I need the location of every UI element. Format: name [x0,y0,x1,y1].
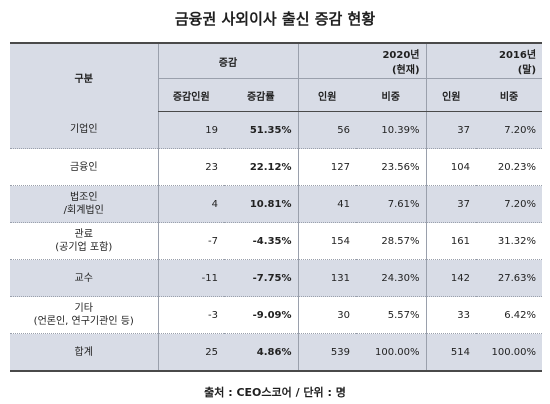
count-2020-cell: 154 [297,222,356,260]
row-label: 기업인 [10,111,158,149]
header-2016: 2016년 (말) [425,42,543,79]
directors-table: 구분 증감 2020년 (현재) 2016년 (말) 증감인원 증감률 인원 비… [10,42,543,372]
count-2020-cell: 127 [297,148,356,186]
header-2016-year: 2016년 [498,50,537,61]
share-2016-cell: 6.42% [504,309,537,321]
change-count-cell: -11 [157,259,224,297]
table-row: 관료 (공기업 포함) -7 -4.35% 154 28.57% 161 31.3… [10,222,543,260]
table-row: 법조인/회계법인 4 10.81% 41 7.61% 37 7.20% [10,185,543,223]
share-2016-cell: 27.63% [476,259,543,297]
change-rate-cell: -7.75% [224,259,298,297]
count-2020-cell: 539 [297,333,356,371]
table-title: 금융권 사외이사 출신 증감 현황 [174,10,376,28]
change-rate-cell: 4.86% [224,333,298,371]
row-label: 기타 (언론인, 연구기관인 등) [10,297,158,334]
header-count-2016: 인원 [425,78,477,112]
count-2020-cell: 41 [297,185,356,223]
change-rate-cell: 22.12% [249,161,292,173]
count-2020-cell: 30 [297,296,356,334]
share-2020-cell: 7.61% [356,185,427,223]
share-2016-cell: 7.20% [476,111,543,149]
row-label: 법조인/회계법인 [10,185,158,223]
row-label-sub: (언론인, 연구기관인 등) [33,316,134,327]
row-label-main: 금융인 [69,161,98,173]
header-share-2016: 비중 [476,78,543,112]
count-2016-cell: 37 [425,111,477,149]
share-2016-cell: 20.23% [497,161,537,173]
share-2020-cell: 100.00% [356,333,427,371]
row-label-sub: (공기업 포함) [55,242,113,253]
count-2020-cell: 56 [297,111,356,149]
row-label: 교수 [10,259,158,297]
header-2020: 2020년 (현재) [297,42,427,79]
header-2020-year: 2020년 [382,50,420,61]
share-2016-cell: 7.20% [476,185,543,223]
header-count-2020: 인원 [297,78,356,112]
source-note: 출처 : CEO스코어 / 단위 : 명 [204,386,346,399]
share-2016-cell: 31.32% [497,235,537,247]
table-row: 기타 (언론인, 연구기관인 등) -3 -9.09% 30 5.57% 33 6… [10,296,543,334]
share-2020-cell: 24.30% [356,259,427,297]
row-label-main: 기업인 [69,124,98,136]
change-rate-cell: -4.35% [252,235,292,247]
header-change-count: 증감인원 [157,78,224,112]
count-2016-cell: 33 [425,296,477,334]
total-row: 합계 25 4.86% 539 100.00% 514 100.00% [10,333,543,371]
change-count-cell: 4 [157,185,224,223]
share-2020-cell: 23.56% [381,161,420,173]
row-label-main: 교수 [74,272,93,284]
count-2016-cell: 37 [425,185,477,223]
row-label: 금융인 [10,149,158,186]
table-row: 교수 -11 -7.75% 131 24.30% 142 27.63% [10,259,543,297]
change-count-cell: -3 [157,296,224,334]
header-category: 구분 [10,42,158,112]
share-2020-cell: 28.57% [381,235,420,247]
header-change-group: 증감 [157,42,298,79]
share-2020-cell: 10.39% [356,111,427,149]
row-label-sub: /회계법인 [63,205,104,216]
row-label-main: 합계 [74,346,93,358]
change-rate-cell: 51.35% [224,111,298,149]
row-label: 관료 (공기업 포함) [10,223,158,260]
change-count-cell: 19 [157,111,224,149]
header-change-rate: 증감률 [224,78,298,112]
header-2016-note: (말) [517,65,537,76]
header-2020-note: (현재) [391,65,420,76]
change-count-cell: 25 [157,333,224,371]
count-2016-cell: 161 [425,222,477,260]
change-count-cell: -7 [157,222,224,260]
change-count-cell: 23 [157,148,224,186]
table-row: 기업인 19 51.35% 56 10.39% 37 7.20% [10,111,543,149]
change-rate-cell: 10.81% [224,185,298,223]
share-2020-cell: 5.57% [387,309,420,321]
count-2020-cell: 131 [297,259,356,297]
row-label-main: 기타 [74,303,93,314]
count-2016-cell: 142 [425,259,477,297]
count-2016-cell: 104 [425,148,477,186]
change-rate-cell: -9.09% [252,309,292,321]
row-label: 합계 [10,333,158,371]
row-label-main: 관료 [74,229,93,240]
header-share-2020: 비중 [356,78,427,112]
row-label-main: 법조인 [69,192,98,203]
share-2016-cell: 100.00% [476,333,543,371]
count-2016-cell: 514 [425,333,477,371]
table-row: 금융인 23 22.12% 127 23.56% 104 20.23% [10,148,543,186]
